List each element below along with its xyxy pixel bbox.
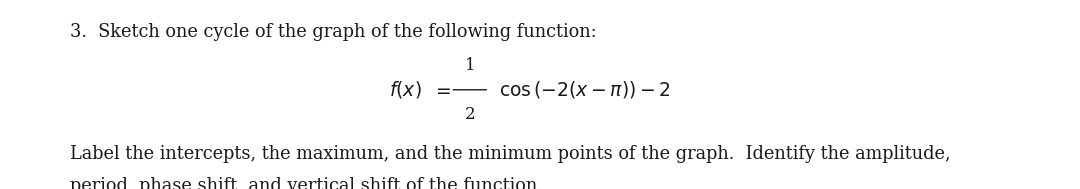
Text: period, phase shift, and vertical shift of the function.: period, phase shift, and vertical shift …	[70, 177, 543, 189]
Text: 2: 2	[464, 106, 475, 123]
Text: 1: 1	[464, 57, 475, 74]
Text: $f(x)$: $f(x)$	[389, 79, 421, 100]
Text: Label the intercepts, the maximum, and the minimum points of the graph.  Identif: Label the intercepts, the maximum, and t…	[70, 145, 950, 163]
Text: 3.  Sketch one cycle of the graph of the following function:: 3. Sketch one cycle of the graph of the …	[70, 23, 597, 41]
Text: $=$: $=$	[432, 81, 451, 99]
Text: $\mathrm{cos}\,(-2(x - \pi)) - 2$: $\mathrm{cos}\,(-2(x - \pi)) - 2$	[499, 79, 671, 100]
